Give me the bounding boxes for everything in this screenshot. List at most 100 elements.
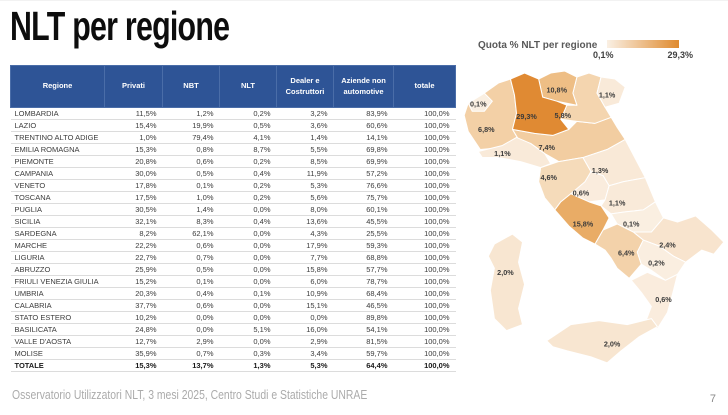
map-region-label-liguria: 1,1% <box>494 149 511 158</box>
map-legend: Quota % NLT per regione 0,1% 29,3% <box>478 37 698 67</box>
value-cell: 22,2% <box>104 239 163 252</box>
value-cell: 57,2% <box>333 167 394 180</box>
value-cell: 69,9% <box>333 155 394 168</box>
value-cell: 0,0% <box>219 311 277 324</box>
value-cell: 100,0% <box>393 227 456 240</box>
region-cell: TRENTINO ALTO ADIGE <box>10 131 105 144</box>
map-region-label-molise: 0,1% <box>623 219 640 228</box>
value-cell: 7,7% <box>276 251 334 264</box>
value-cell: 5,5% <box>276 143 334 156</box>
value-cell: 1,0% <box>162 191 220 204</box>
map-region-label-valle-daosta: 0,1% <box>470 100 487 109</box>
region-cell: VALLE D'AOSTA <box>10 335 105 348</box>
region-cell: BASILICATA <box>10 323 105 336</box>
value-cell: 100,0% <box>393 143 456 156</box>
value-cell: 0,4% <box>219 167 277 180</box>
value-cell: 0,5% <box>219 119 277 132</box>
value-cell: 20,8% <box>104 155 163 168</box>
value-cell: 11,9% <box>276 167 334 180</box>
value-cell: 59,7% <box>333 347 394 360</box>
value-cell: 15,1% <box>276 299 334 312</box>
map-region-piemonte <box>463 78 520 151</box>
map-region-label-calabria: 0,6% <box>655 295 672 304</box>
value-cell: 0,0% <box>162 311 220 324</box>
value-cell: 10,9% <box>276 287 334 300</box>
table-row: MOLISE 35,9% 0,7% 0,3% 3,4% 59,7% 100,0% <box>10 347 456 360</box>
value-cell: 100,0% <box>393 251 456 264</box>
value-cell: 89,8% <box>333 311 394 324</box>
table-row: CALABRIA 37,7% 0,6% 0,0% 15,1% 46,5% 100,0% <box>10 299 456 312</box>
table-total-row: TOTALE 15,3% 13,7% 1,3% 5,3% 64,4% 100,0% <box>10 359 456 372</box>
value-cell: 54,1% <box>333 323 394 336</box>
region-cell: LAZIO <box>10 119 105 132</box>
value-cell: 16,0% <box>276 323 334 336</box>
table-row: FRIULI VENEZIA GIULIA 15,2% 0,1% 0,0% 6,0% 78… <box>10 275 456 288</box>
region-cell: MARCHE <box>10 239 105 252</box>
map-region-lazio <box>554 193 610 245</box>
column-header: NBT <box>162 65 220 108</box>
value-cell: 8,2% <box>104 227 163 240</box>
value-cell: 69,8% <box>333 143 394 156</box>
value-cell: 68,8% <box>333 251 394 264</box>
value-cell: 8,7% <box>219 143 277 156</box>
map-region-label-veneto: 5,8% <box>555 111 572 120</box>
region-cell: CAMPANIA <box>10 167 105 180</box>
value-cell: 0,0% <box>219 263 277 276</box>
value-cell: 8,5% <box>276 155 334 168</box>
value-cell: 10,2% <box>104 311 163 324</box>
value-cell: 45,5% <box>333 215 394 228</box>
value-cell: 0,7% <box>162 251 220 264</box>
value-cell: 0,0% <box>162 323 220 336</box>
table-row: LIGURIA 22,7% 0,7% 0,0% 7,7% 68,8% 100,0% <box>10 251 456 264</box>
value-cell: 4,1% <box>219 131 277 144</box>
map-region-label-trentino: 10,8% <box>547 86 568 95</box>
value-cell: 100,0% <box>393 131 456 144</box>
value-cell: 0,2% <box>219 155 277 168</box>
value-cell: 79,4% <box>162 131 220 144</box>
value-cell: 15,2% <box>104 275 163 288</box>
value-cell: 3,4% <box>276 347 334 360</box>
region-cell: PUGLIA <box>10 203 105 216</box>
map-region-friuli <box>596 76 626 108</box>
table-row: EMILIA ROMAGNA 15,3% 0,8% 8,7% 5,5% 69,8% 100,… <box>10 143 456 156</box>
value-cell: 0,6% <box>162 299 220 312</box>
value-cell: 15,4% <box>104 119 163 132</box>
table-row: TOSCANA 17,5% 1,0% 0,2% 5,6% 75,7% 100,0% <box>10 191 456 204</box>
table-row: ABRUZZO 25,9% 0,5% 0,0% 15,8% 57,7% 100,0% <box>10 263 456 276</box>
table-row: VALLE D'AOSTA 12,7% 2,9% 0,0% 2,9% 81,5% 100,0… <box>10 335 456 348</box>
value-cell: 0,2% <box>219 191 277 204</box>
table-row: LOMBARDIA 11,5% 1,2% 0,2% 3,2% 83,9% 100,0% <box>10 107 456 120</box>
value-cell: 32,1% <box>104 215 163 228</box>
map-region-label-sardegna: 2,0% <box>497 268 514 277</box>
value-cell: 15,8% <box>276 263 334 276</box>
column-header: Dealer e Costruttori <box>276 65 334 108</box>
value-cell: 0,8% <box>162 143 220 156</box>
value-cell: 1,0% <box>104 131 163 144</box>
map-region-label-sicilia: 2,0% <box>604 339 621 348</box>
table-row: UMBRIA 20,3% 0,4% 0,1% 10,9% 68,4% 100,0% <box>10 287 456 300</box>
value-cell: 100,0% <box>393 239 456 252</box>
map-region-sicilia <box>546 318 658 364</box>
value-cell: 8,3% <box>162 215 220 228</box>
value-cell: 100,0% <box>393 311 456 324</box>
map-region-valle-daosta <box>467 92 493 112</box>
legend-max-label: 29,3% <box>667 50 693 60</box>
value-cell: 3,6% <box>276 119 334 132</box>
map-region-label-umbria: 0,6% <box>573 188 590 197</box>
value-cell: 1,2% <box>162 107 220 120</box>
value-cell: 100,0% <box>393 347 456 360</box>
value-cell: 3,2% <box>276 107 334 120</box>
region-cell: MOLISE <box>10 347 105 360</box>
value-cell: 15,3% <box>104 359 163 372</box>
value-cell: 22,7% <box>104 251 163 264</box>
map-region-label-emilia: 7,4% <box>538 143 555 152</box>
table-row: LAZIO 15,4% 19,9% 0,5% 3,6% 60,6% 100,0% <box>10 119 456 132</box>
value-cell: 0,0% <box>219 335 277 348</box>
region-cell: UMBRIA <box>10 287 105 300</box>
value-cell: 46,5% <box>333 299 394 312</box>
value-cell: 5,6% <box>276 191 334 204</box>
region-cell: TOSCANA <box>10 191 105 204</box>
value-cell: 76,6% <box>333 179 394 192</box>
value-cell: 0,7% <box>162 347 220 360</box>
map-region-label-abruzzo: 1,1% <box>609 198 626 207</box>
